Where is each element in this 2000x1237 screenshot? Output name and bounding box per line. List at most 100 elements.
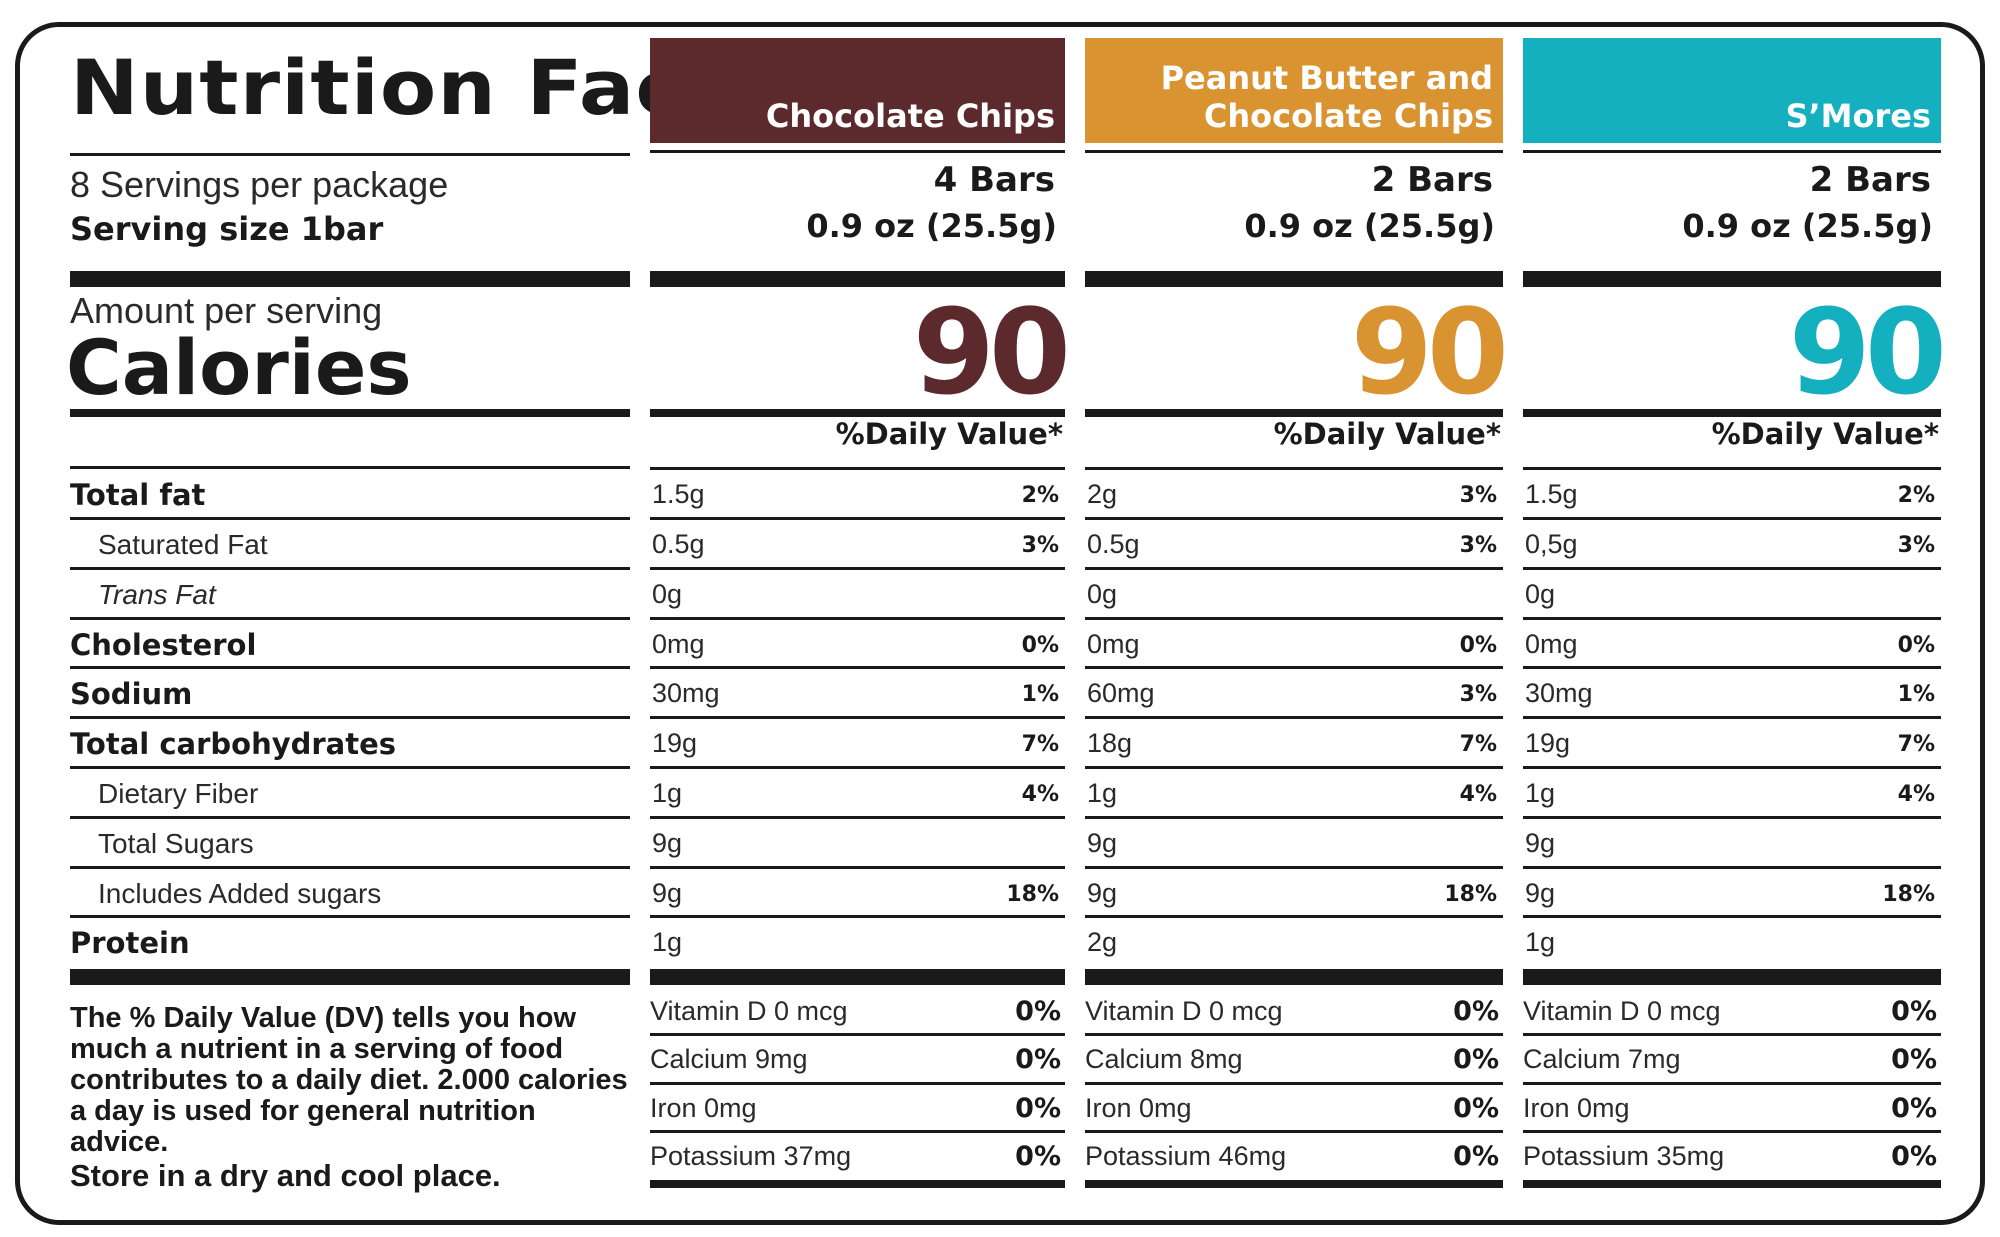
nutrient-row-rule [70, 816, 630, 819]
nutrient-row-rule [1523, 567, 1941, 570]
title-rule [70, 153, 630, 156]
column-bottom-rule [1523, 1180, 1941, 1188]
calories-rule [1523, 409, 1941, 417]
serving-thick-rule [70, 271, 630, 287]
nutrient-amount: 0mg [652, 629, 705, 659]
column-top-rule [650, 150, 1065, 153]
serving-weight: 0.9 oz (25.5g) [1244, 207, 1495, 245]
nutrient-daily-value: 0% [1021, 633, 1059, 658]
product-name: Chocolate Chips [766, 97, 1055, 135]
serving-weight: 0.9 oz (25.5g) [806, 207, 1057, 245]
vitamin-row-rule [1523, 1033, 1941, 1036]
column-bottom-rule [650, 1180, 1065, 1188]
vitamin-row-rule [650, 1082, 1065, 1085]
servings-per-package: 8 Servings per package [70, 164, 449, 205]
nutrient-amount: 0mg [1087, 629, 1140, 659]
cholesterol-label: Cholesterol [70, 628, 257, 662]
vitamin-daily-value: 0% [1015, 996, 1061, 1027]
nutrient-amount: 9g [1087, 878, 1118, 908]
vitamin-row-rule [1085, 1130, 1503, 1133]
total-sugars-label: Total Sugars [98, 828, 254, 859]
nutrient-amount: 0g [652, 579, 683, 609]
vitamin-label: Calcium 8mg [1085, 1044, 1243, 1074]
vitamin-daily-value: 0% [1891, 1093, 1937, 1124]
nutrient-daily-value: 0% [1897, 633, 1935, 658]
nutrient-daily-value: 4% [1897, 782, 1935, 807]
serving-thick-rule [650, 271, 1065, 287]
nutrient-amount: 2g [1087, 479, 1118, 509]
nutrient-amount: 9g [652, 878, 683, 908]
nutrient-row-rule [650, 567, 1065, 570]
nutrient-row-rule [1085, 766, 1503, 769]
nutrient-daily-value: 2% [1897, 483, 1935, 508]
calories-rule [650, 409, 1065, 417]
nutrient-amount: 0.5g [1087, 529, 1140, 559]
nutrient-amount: 60mg [1087, 678, 1155, 708]
nutrient-amount: 9g [1087, 828, 1118, 858]
nutrient-row-rule [1085, 866, 1503, 869]
vitamin-label: Potassium 35mg [1523, 1141, 1725, 1171]
nutrient-daily-value: 3% [1459, 533, 1497, 558]
nutrient-daily-value: 7% [1459, 732, 1497, 757]
vitamin-label: Iron 0mg [1085, 1093, 1192, 1123]
vitamin-label: Calcium 7mg [1523, 1044, 1681, 1074]
nutrient-daily-value: 0% [1459, 633, 1497, 658]
vitamin-daily-value: 0% [1453, 1044, 1499, 1075]
vitamin-row-rule [1085, 1033, 1503, 1036]
nutrient-row-rule [650, 915, 1065, 918]
vitamin-label: Iron 0mg [650, 1093, 757, 1123]
nutrient-row-rule [650, 617, 1065, 620]
saturated-fat-label: Saturated Fat [98, 529, 268, 560]
added-sugars-label: Includes Added sugars [98, 878, 382, 909]
protein-thick-rule [1523, 969, 1941, 985]
serving-quantity: 4 Bars [933, 160, 1055, 200]
trans-fat-label: Trans Fat [98, 579, 216, 610]
total-fat-label: Total fat [70, 478, 206, 512]
nutrient-row-rule [1085, 816, 1503, 819]
daily-value-header: %Daily Value* [1273, 417, 1501, 451]
nutrient-daily-value: 3% [1021, 533, 1059, 558]
nutrient-amount: 9g [1525, 878, 1556, 908]
nutrient-row-rule [70, 567, 630, 570]
nutrient-amount: 0g [1525, 579, 1556, 609]
vitamin-label: Potassium 46mg [1085, 1141, 1287, 1171]
nutrient-row-rule [650, 766, 1065, 769]
nutrient-row-rule [1523, 617, 1941, 620]
vitamin-daily-value: 0% [1015, 1093, 1061, 1124]
nutrient-row-rule [70, 866, 630, 869]
serving-size: Serving size 1bar [70, 210, 384, 248]
nutrient-row-rule [650, 666, 1065, 669]
nutrient-amount: 19g [1525, 728, 1571, 758]
product-header: S’Mores [1523, 38, 1941, 143]
nutrient-row-rule [1085, 716, 1503, 719]
vitamin-daily-value: 0% [1453, 996, 1499, 1027]
nutrient-amount: 1g [1525, 778, 1556, 808]
product-name-line: S’Mores [1785, 97, 1931, 135]
vitamin-label: Iron 0mg [1523, 1093, 1630, 1123]
nutrient-amount: 1.5g [652, 479, 705, 509]
product-header: Peanut Butter and Chocolate Chips [1085, 38, 1503, 143]
nutrient-row-rule [70, 517, 630, 520]
nutrient-row-rule [650, 517, 1065, 520]
vitamin-label: Vitamin D 0 mcg [1523, 996, 1721, 1026]
nutrient-daily-value: 18% [1882, 882, 1935, 907]
nutrient-row-rule [1085, 467, 1503, 470]
daily-value-header: %Daily Value* [835, 417, 1063, 451]
daily-value-note: The % Daily Value (DV) tells you how muc… [70, 1002, 628, 1158]
nutrient-row-rule [70, 617, 630, 620]
total-carbohydrates-label: Total carbohydrates [70, 727, 397, 761]
nutrient-row-rule [1523, 517, 1941, 520]
nutrient-amount: 30mg [652, 678, 720, 708]
vitamin-daily-value: 0% [1453, 1093, 1499, 1124]
nutrient-row-rule [70, 666, 630, 669]
nutrient-amount: 19g [652, 728, 698, 758]
vitamin-daily-value: 0% [1891, 1044, 1937, 1075]
amount-per-serving: Amount per serving [70, 290, 383, 331]
nutrient-row-rule [1085, 517, 1503, 520]
nutrient-daily-value: 18% [1006, 882, 1059, 907]
nutrient-row-rule [70, 716, 630, 719]
product-name-line: Peanut Butter and [1160, 59, 1493, 97]
vitamin-daily-value: 0% [1015, 1141, 1061, 1172]
nutrient-amount: 0g [1087, 579, 1118, 609]
nutrient-row-rule [70, 766, 630, 769]
